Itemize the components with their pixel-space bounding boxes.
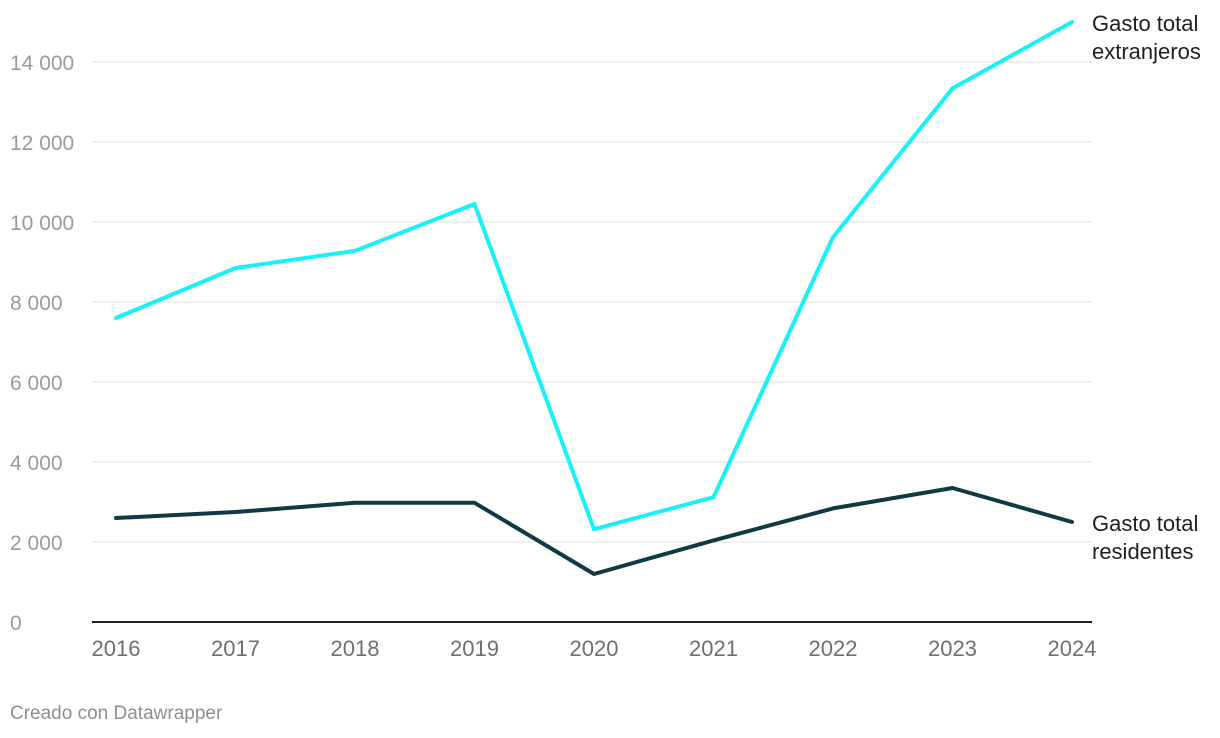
x-tick-label: 2018 xyxy=(331,636,380,661)
x-axis-tick-labels: 2016 2017 2018 2019 2020 2021 2022 2023 2024 xyxy=(92,636,1097,661)
y-axis-tick-labels: 0 2 000 4 000 6 000 8 000 10 000 12 000 14 000 xyxy=(10,52,74,635)
x-tick-label: 2022 xyxy=(809,636,858,661)
x-tick-label: 2019 xyxy=(450,636,499,661)
series-label-gasto-total-residentes: Gasto total residentes xyxy=(1092,511,1198,564)
y-tick-label: 14 000 xyxy=(10,52,74,75)
y-tick-label: 10 000 xyxy=(10,212,74,235)
y-tick-label: 2 000 xyxy=(10,532,63,555)
series-labels: Gasto total extranjeros Gasto total residen… xyxy=(1092,11,1201,564)
y-tick-label: 12 000 xyxy=(10,132,74,155)
series-lines xyxy=(114,20,1074,576)
x-tick-label: 2024 xyxy=(1048,636,1097,661)
x-tick-label: 2021 xyxy=(689,636,738,661)
series-line-gasto-total-extranjeros xyxy=(114,20,1074,532)
footer-credit: Creado con Datawrapper xyxy=(10,703,223,724)
x-tick-label: 2020 xyxy=(570,636,619,661)
grid-lines xyxy=(92,61,1092,543)
y-tick-label: 0 xyxy=(10,612,22,635)
x-tick-label: 2016 xyxy=(92,636,141,661)
y-tick-label: 6 000 xyxy=(10,372,63,395)
y-tick-label: 8 000 xyxy=(10,292,63,315)
series-line-gasto-total-residentes xyxy=(114,486,1074,576)
x-tick-label: 2023 xyxy=(928,636,977,661)
x-tick-label: 2017 xyxy=(211,636,260,661)
y-tick-label: 4 000 xyxy=(10,452,63,475)
series-label-gasto-total-extranjeros: Gasto total extranjeros xyxy=(1092,11,1201,64)
